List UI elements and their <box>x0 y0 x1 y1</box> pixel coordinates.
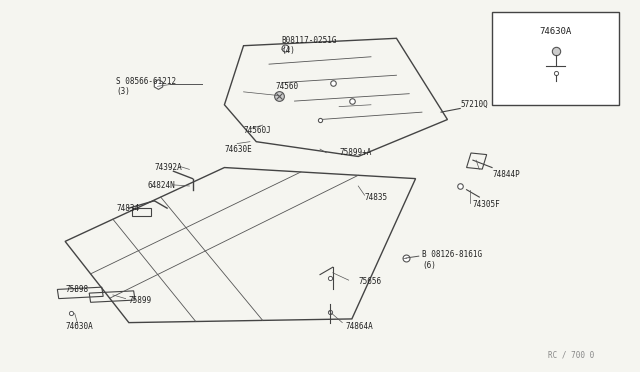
Text: 74630E: 74630E <box>225 145 252 154</box>
Text: 64824N: 64824N <box>148 182 176 190</box>
Text: 74834: 74834 <box>116 203 140 213</box>
Text: 74630A: 74630A <box>65 322 93 331</box>
Bar <box>132 208 151 215</box>
Text: B08117-0251G
(4): B08117-0251G (4) <box>282 36 337 55</box>
Text: 75899+A: 75899+A <box>339 148 371 157</box>
Bar <box>89 291 135 302</box>
Text: 74844P: 74844P <box>492 170 520 179</box>
Text: 75898: 75898 <box>65 285 88 294</box>
Text: 74305F: 74305F <box>473 200 500 209</box>
Text: RC / 700 0: RC / 700 0 <box>548 350 594 359</box>
Bar <box>58 287 103 299</box>
Text: S 08566-61212
(3): S 08566-61212 (3) <box>116 77 176 96</box>
Text: 74835: 74835 <box>365 193 388 202</box>
Text: 57210Q: 57210Q <box>460 100 488 109</box>
Text: 75656: 75656 <box>358 278 381 286</box>
Text: 74864A: 74864A <box>346 322 373 331</box>
Text: 75899: 75899 <box>129 296 152 305</box>
Text: 74560J: 74560J <box>244 126 271 135</box>
Text: 74630A: 74630A <box>540 27 572 36</box>
Bar <box>492 13 620 105</box>
Bar <box>467 153 486 169</box>
Text: B 08126-8161G
(6): B 08126-8161G (6) <box>422 250 482 270</box>
Text: 74560: 74560 <box>275 82 298 91</box>
Text: 74392A: 74392A <box>154 163 182 172</box>
